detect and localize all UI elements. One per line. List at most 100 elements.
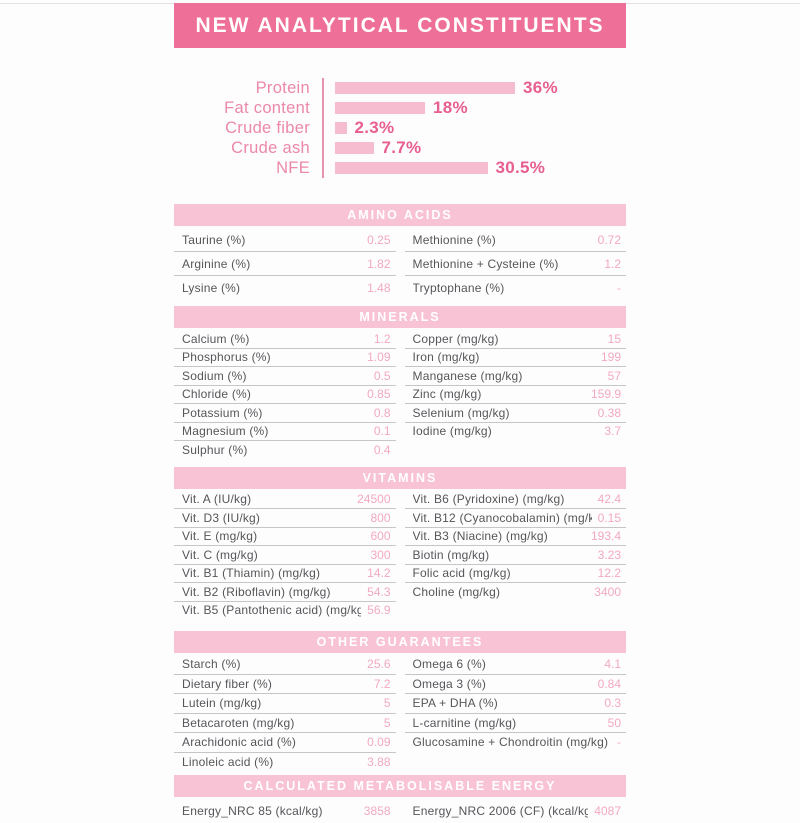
section-columns: Energy_NRC 85 (kcal/kg) 3858 Energy_NRC 20… bbox=[174, 797, 626, 823]
nutrient-label: Taurine (%) bbox=[182, 232, 246, 247]
nutrient-label: Arginine (%) bbox=[182, 256, 251, 271]
section-header: MINERALS bbox=[174, 306, 626, 328]
chart-value-label: 18% bbox=[433, 98, 468, 117]
nutrient-value: 1.2 bbox=[373, 331, 391, 346]
nutrient-label: Vit. B3 (Niacine) (mg/kg) bbox=[412, 529, 548, 544]
section-columns: Vit. A (IU/kg) 24500 Vit. D3 (IU/kg) 800 Vit… bbox=[174, 489, 626, 620]
section-amino-acids: AMINO ACIDS Taurine (%) 0.25 Arginine (%) 1.… bbox=[174, 204, 626, 299]
table-row: Methionine + Cysteine (%) 1.2 bbox=[404, 252, 626, 276]
table-row: Starch (%) 25.6 bbox=[174, 655, 396, 675]
table-row: L-carnitine (mg/kg) 50 bbox=[404, 714, 626, 733]
chart-category-label: Fat content bbox=[224, 98, 310, 117]
nutrient-label: Vit. B6 (Pyridoxine) (mg/kg) bbox=[412, 492, 565, 507]
nutrient-value: 42.4 bbox=[597, 492, 621, 507]
table-row: Sulphur (%) 0.4 bbox=[174, 441, 396, 459]
nutrient-label: Energy_NRC 2006 (CF) (kcal/kg) bbox=[412, 804, 589, 818]
chart-value-label: 36% bbox=[523, 78, 558, 97]
nutrient-value: 0.25 bbox=[367, 232, 391, 247]
nutrient-label: Biotin (mg/kg) bbox=[412, 547, 490, 562]
nutrient-value: 0.15 bbox=[597, 510, 621, 525]
section-column: Copper (mg/kg) 15 Iron (mg/kg) 199 Manganese… bbox=[404, 330, 626, 459]
nutrient-value: 0.3 bbox=[604, 696, 621, 711]
table-row: Phosphorus (%) 1.09 bbox=[174, 349, 396, 367]
nutrient-value: 5 bbox=[383, 715, 391, 730]
nutrient-value: 56.9 bbox=[367, 603, 391, 618]
chart-row: NFE 30.5% bbox=[174, 158, 626, 178]
section-columns: Taurine (%) 0.25 Arginine (%) 1.82 Lysine (%… bbox=[174, 226, 626, 299]
section-column: Energy_NRC 2006 (CF) (kcal/kg) 4087 bbox=[405, 799, 627, 823]
nutrient-value: 3.88 bbox=[367, 754, 391, 769]
nutrient-value: 3400 bbox=[594, 584, 621, 599]
nutrient-value: 0.84 bbox=[597, 676, 621, 691]
nutrient-label: Dietary fiber (%) bbox=[182, 676, 273, 691]
table-row: Folic acid (mg/kg) 12.2 bbox=[404, 565, 626, 583]
nutrient-value: 54.3 bbox=[367, 584, 391, 599]
table-row: Iron (mg/kg) 199 bbox=[404, 349, 626, 367]
chart-bar bbox=[335, 122, 347, 134]
chart-value-label: 30.5% bbox=[495, 158, 546, 177]
section-header: OTHER GUARANTEES bbox=[174, 631, 626, 653]
chart-row: Crude fiber 2.3% bbox=[174, 118, 626, 138]
nutrient-label: Starch (%) bbox=[182, 657, 241, 672]
nutrient-value: 5 bbox=[383, 696, 391, 711]
nutrient-label: Zinc (mg/kg) bbox=[412, 387, 482, 402]
table-row: Taurine (%) 0.25 bbox=[174, 228, 396, 252]
nutrient-label: Methionine (%) bbox=[412, 232, 497, 247]
nutrient-value: 193.4 bbox=[590, 529, 621, 544]
page-title: NEW ANALYTICAL CONSTITUENTS bbox=[174, 3, 626, 48]
table-row: Vit. B5 (Pantothenic acid) (mg/kg) 56.9 bbox=[174, 602, 396, 620]
table-row: Lysine (%) 1.48 bbox=[174, 276, 396, 299]
chart-bar bbox=[335, 102, 425, 114]
nutrient-label: Lutein (mg/kg) bbox=[182, 696, 262, 711]
chart-category-label: NFE bbox=[276, 158, 310, 177]
nutrient-label: Vit. B12 (Cyanocobalamin) (mg/kg) bbox=[412, 510, 592, 525]
nutrient-label: Vit. B5 (Pantothenic acid) (mg/kg) bbox=[182, 603, 362, 618]
table-row: Vit. C (mg/kg) 300 bbox=[174, 546, 396, 565]
section-column: Taurine (%) 0.25 Arginine (%) 1.82 Lysine (%… bbox=[174, 228, 396, 299]
nutrient-label: Chloride (%) bbox=[182, 387, 252, 402]
nutrient-label: Vit. D3 (IU/kg) bbox=[182, 510, 261, 525]
table-row: Methionine (%) 0.72 bbox=[404, 228, 626, 252]
nutrient-label: Choline (mg/kg) bbox=[412, 584, 501, 599]
table-row: Betacaroten (mg/kg) 5 bbox=[174, 714, 396, 733]
nutrient-value: 0.8 bbox=[373, 405, 391, 420]
table-row: Glucosamine + Chondroitin (mg/kg) - bbox=[405, 733, 627, 752]
nutrient-label: Energy_NRC 85 (kcal/kg) bbox=[182, 804, 323, 818]
table-row: Potassium (%) 0.8 bbox=[174, 404, 396, 423]
table-row: Vit. D3 (IU/kg) 800 bbox=[174, 509, 396, 528]
nutrient-label: Vit. C (mg/kg) bbox=[182, 547, 258, 562]
nutrient-label: Folic acid (mg/kg) bbox=[412, 566, 511, 581]
table-row: Chloride (%) 0.85 bbox=[174, 386, 396, 404]
nutrient-label: Manganese (mg/kg) bbox=[412, 368, 523, 383]
chart-bar bbox=[335, 142, 374, 154]
nutrient-label: Sulphur (%) bbox=[182, 442, 248, 457]
table-row: Energy_NRC 2006 (CF) (kcal/kg) 4087 bbox=[405, 799, 627, 823]
chart-category-label: Crude fiber bbox=[225, 118, 310, 137]
section-calculated-metabolisable-energy: CALCULATED METABOLISABLE ENERGY Energy_NR… bbox=[174, 775, 626, 823]
nutrient-label: Omega 3 (%) bbox=[412, 676, 487, 691]
chart-value-label: 2.3% bbox=[354, 118, 395, 137]
nutrient-value: 1.2 bbox=[604, 256, 621, 271]
section-columns: Starch (%) 25.6 Dietary fiber (%) 7.2 Lutein… bbox=[174, 653, 626, 771]
nutrient-value: 1.09 bbox=[367, 350, 391, 365]
section-columns: Calcium (%) 1.2 Phosphorus (%) 1.09 Sodium (… bbox=[174, 328, 626, 459]
table-row: Arachidonic acid (%) 0.09 bbox=[174, 733, 396, 753]
nutrient-value: 4.1 bbox=[604, 657, 621, 672]
table-row: Manganese (mg/kg) 57 bbox=[404, 367, 626, 386]
nutrient-label: Calcium (%) bbox=[182, 331, 250, 346]
section-column: Vit. A (IU/kg) 24500 Vit. D3 (IU/kg) 800 Vit… bbox=[174, 491, 396, 620]
nutrition-tables: AMINO ACIDS Taurine (%) 0.25 Arginine (%) 1.… bbox=[174, 204, 626, 823]
section-header: CALCULATED METABOLISABLE ENERGY bbox=[174, 775, 626, 797]
section-minerals: MINERALS Calcium (%) 1.2 Phosphorus (%) 1.09… bbox=[174, 306, 626, 459]
chart-bar-track: 7.7% bbox=[322, 138, 626, 158]
section-column: Energy_NRC 85 (kcal/kg) 3858 bbox=[174, 799, 396, 823]
nutrient-label: Sodium (%) bbox=[182, 368, 247, 383]
chart-category-label: Protein bbox=[255, 78, 310, 97]
table-row: Omega 6 (%) 4.1 bbox=[404, 655, 626, 675]
nutrient-value: 3.7 bbox=[604, 424, 621, 439]
nutrient-label: Methionine + Cysteine (%) bbox=[412, 256, 559, 271]
table-row: Vit. B12 (Cyanocobalamin) (mg/kg) 0.15 bbox=[404, 509, 626, 528]
table-row: Biotin (mg/kg) 3.23 bbox=[404, 546, 626, 565]
nutrient-value: 0.85 bbox=[367, 387, 391, 402]
nutrient-label: Iodine (mg/kg) bbox=[412, 424, 492, 439]
